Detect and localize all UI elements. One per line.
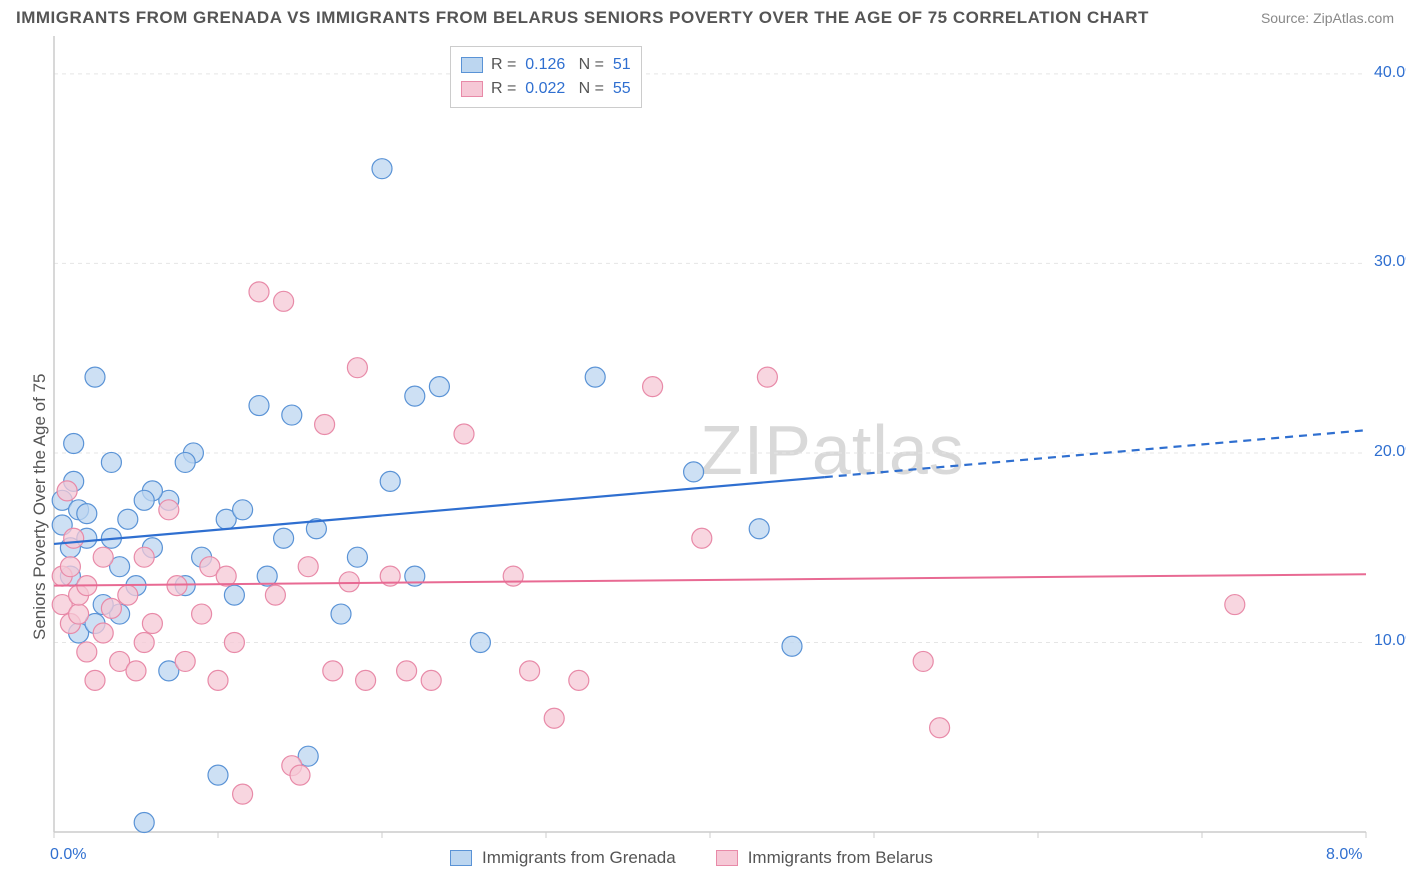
y-tick-label: 10.0% [1374,632,1406,650]
stats-legend-text: R = 0.126 N = 51 [491,56,631,74]
legend-label: Immigrants from Belarus [748,848,933,868]
y-tick-label: 20.0% [1374,443,1406,461]
y-tick-label: 30.0% [1374,253,1406,271]
stats-legend-row: R = 0.022 N = 55 [461,77,631,101]
stats-legend: R = 0.126 N = 51 R = 0.022 N = 55 [450,46,642,108]
stats-legend-text: R = 0.022 N = 55 [491,80,631,98]
y-tick-label: 40.0% [1374,64,1406,82]
legend-swatch [461,81,483,97]
legend-swatch [716,850,738,866]
x-tick-label: 0.0% [50,846,86,864]
legend-label: Immigrants from Grenada [482,848,676,868]
legend-swatch [461,57,483,73]
series-legend: Immigrants from Grenada Immigrants from B… [450,848,933,868]
scatter-chart [0,0,1406,892]
legend-swatch [450,850,472,866]
stats-legend-row: R = 0.126 N = 51 [461,53,631,77]
x-tick-label: 8.0% [1326,846,1362,864]
legend-item: Immigrants from Grenada [450,848,676,868]
legend-item: Immigrants from Belarus [716,848,933,868]
